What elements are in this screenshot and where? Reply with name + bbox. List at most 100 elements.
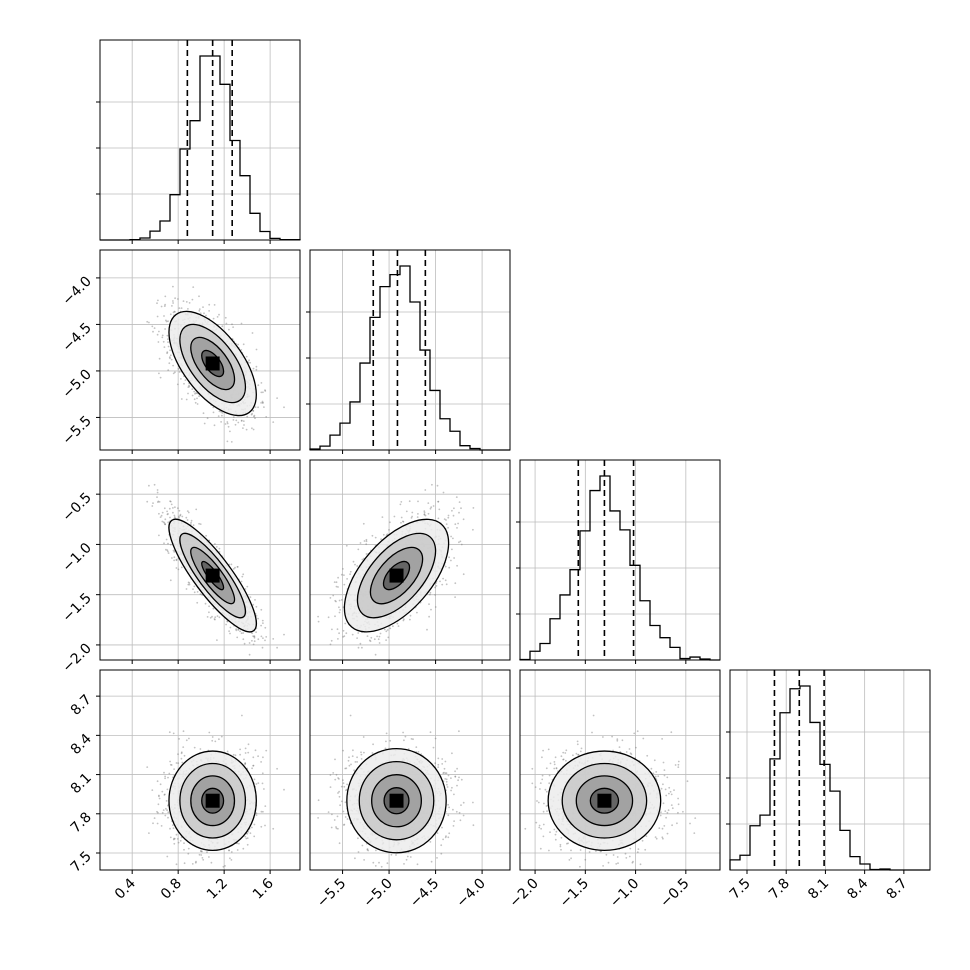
scatter-point xyxy=(234,423,237,426)
hist-panel-1 xyxy=(306,249,511,451)
scatter-point xyxy=(244,835,247,838)
scatter-point xyxy=(343,574,345,576)
scatter-point xyxy=(160,514,163,517)
scatter-point xyxy=(158,372,160,375)
scatter-point xyxy=(423,513,426,516)
scatter-panel-2-0 xyxy=(99,459,301,661)
scatter-point xyxy=(460,507,462,510)
scatter-point xyxy=(225,322,228,325)
scatter-point xyxy=(232,326,235,328)
scatter-point xyxy=(148,321,150,324)
scatter-point xyxy=(173,310,176,313)
scatter-point xyxy=(389,521,391,524)
scatter-point xyxy=(176,383,179,386)
scatter-point xyxy=(236,849,239,851)
scatter-point xyxy=(247,751,250,754)
scatter-point xyxy=(462,573,465,576)
scatter-point xyxy=(242,632,245,634)
scatter-point xyxy=(242,420,245,422)
scatter-point xyxy=(344,622,347,625)
scatter-point xyxy=(184,379,187,381)
scatter-point xyxy=(447,526,449,529)
scatter-point xyxy=(383,628,386,631)
scatter-point xyxy=(429,507,432,510)
scatter-point xyxy=(169,500,172,503)
scatter-point xyxy=(339,609,341,611)
scatter-point xyxy=(265,749,268,752)
scatter-point xyxy=(192,588,194,590)
scatter-point xyxy=(187,583,190,586)
scatter-point xyxy=(166,513,169,516)
scatter-point xyxy=(330,639,333,642)
scatter-point xyxy=(224,423,227,425)
scatter-point xyxy=(161,336,164,339)
scatter-point xyxy=(232,419,235,421)
scatter-point xyxy=(189,523,192,526)
scatter-point xyxy=(170,358,173,361)
scatter-point xyxy=(158,330,160,333)
scatter-point xyxy=(208,611,210,614)
scatter-point xyxy=(169,579,172,582)
scatter-point xyxy=(199,312,202,315)
scatter-point xyxy=(193,398,196,401)
scatter-point xyxy=(229,857,231,860)
scatter-point xyxy=(261,619,264,622)
scatter-point xyxy=(342,629,345,632)
scatter-point xyxy=(458,511,460,514)
scatter-point xyxy=(193,390,196,393)
scatter-point xyxy=(244,762,247,765)
scatter-point xyxy=(172,285,174,288)
scatter-point xyxy=(255,631,257,634)
scatter-point xyxy=(444,565,447,568)
scatter-point xyxy=(444,579,447,582)
scatter-point xyxy=(454,523,457,526)
scatter-point xyxy=(365,553,368,555)
scatter-point xyxy=(208,731,211,734)
scatter-point xyxy=(167,542,169,545)
scatter-point xyxy=(178,517,181,519)
scatter-point xyxy=(212,607,215,610)
scatter-point xyxy=(166,351,169,354)
scatter-point xyxy=(206,851,208,854)
scatter-point xyxy=(214,616,217,619)
scatter-point xyxy=(211,736,214,738)
scatter-point xyxy=(245,355,248,358)
scatter-point xyxy=(173,551,176,553)
scatter-point xyxy=(452,537,454,540)
scatter-point xyxy=(428,615,430,618)
scatter-point xyxy=(345,632,348,635)
scatter-point xyxy=(157,811,159,814)
scatter-point xyxy=(445,583,448,586)
scatter-point xyxy=(167,776,169,779)
scatter-point xyxy=(352,560,355,563)
scatter-point xyxy=(438,508,441,511)
scatter-point xyxy=(263,788,265,790)
scatter-point xyxy=(187,386,190,388)
scatter-point xyxy=(246,832,249,835)
scatter-point xyxy=(203,312,205,315)
scatter-points xyxy=(317,483,475,656)
hist-panel-3 xyxy=(726,669,931,871)
scatter-point xyxy=(157,500,160,503)
scatter-point xyxy=(166,334,169,337)
scatter-point xyxy=(409,618,411,621)
scatter-point xyxy=(157,803,160,806)
scatter-point xyxy=(166,510,169,513)
scatter-point xyxy=(182,300,185,302)
scatter-point xyxy=(170,503,173,506)
scatter-point xyxy=(158,795,160,798)
scatter-point xyxy=(173,837,175,840)
scatter-point xyxy=(253,635,256,638)
scatter-panel-1-0 xyxy=(99,249,301,451)
scatter-point xyxy=(453,557,455,559)
scatter-point xyxy=(156,822,159,825)
scatter-point xyxy=(451,548,453,551)
scatter-point xyxy=(188,384,190,387)
scatter-point xyxy=(265,416,268,418)
scatter-point xyxy=(172,827,175,829)
scatter-point xyxy=(340,573,343,576)
scatter-point xyxy=(214,740,217,743)
scatter-point xyxy=(181,515,184,518)
scatter-point xyxy=(208,605,211,608)
